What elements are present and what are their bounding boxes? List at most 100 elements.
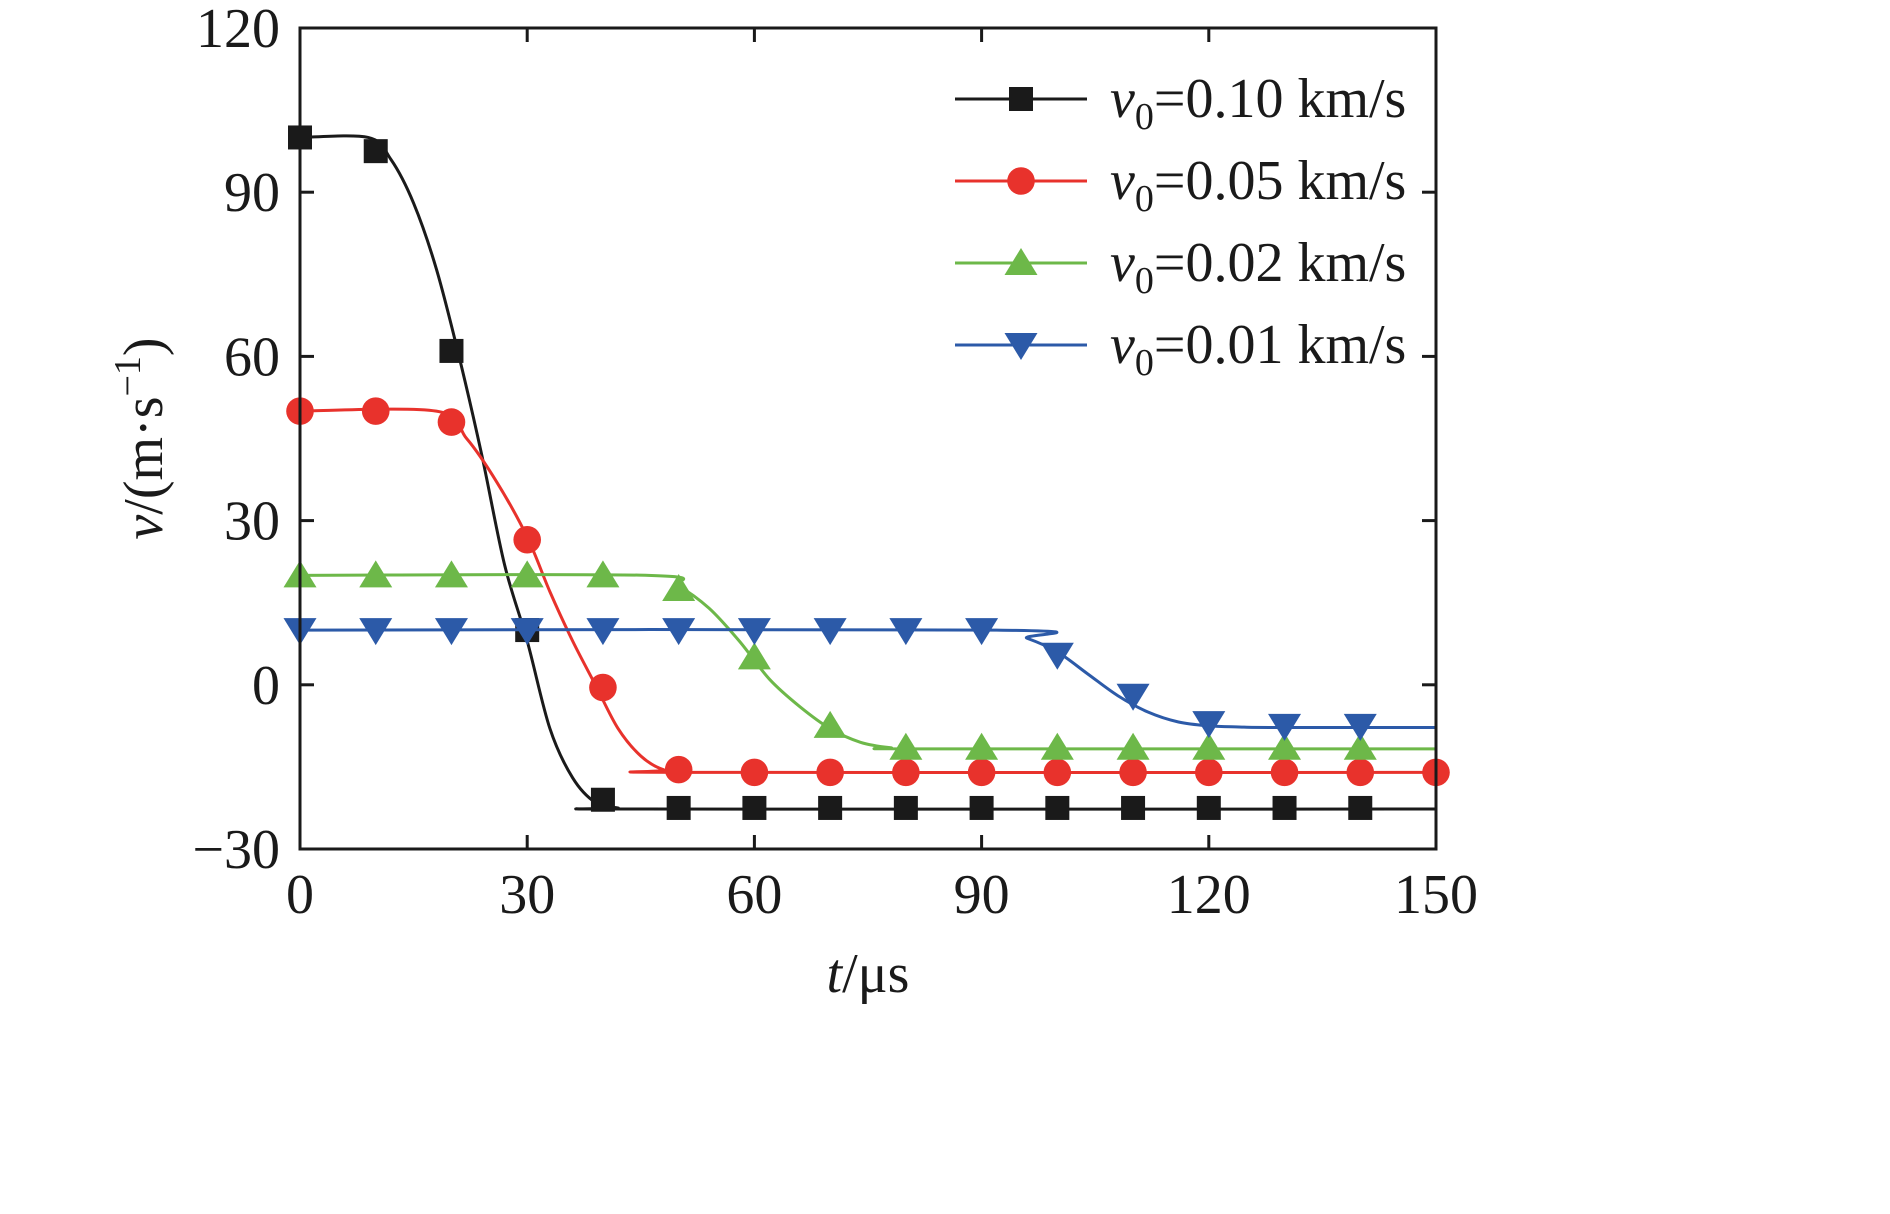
y-tick-label: 90 — [224, 162, 280, 224]
legend-marker — [1007, 167, 1035, 195]
series-1 — [286, 397, 1450, 787]
legend-item: v0=0.10 km/s — [955, 68, 1406, 138]
y-tick-label: −30 — [192, 819, 280, 881]
x-tick-label: 150 — [1394, 864, 1478, 926]
data-point — [662, 618, 696, 646]
data-point — [363, 139, 388, 164]
data-point — [662, 574, 696, 602]
data-point — [893, 795, 918, 820]
legend-value: =0.02 km/s — [1154, 232, 1407, 294]
legend-subscript: 0 — [1135, 260, 1154, 302]
data-point — [965, 732, 999, 760]
data-point — [737, 642, 771, 670]
data-point — [965, 618, 999, 646]
data-point — [740, 758, 769, 787]
series-line — [299, 627, 1437, 730]
series-2 — [283, 560, 1437, 760]
series-0 — [288, 125, 1437, 820]
legend-subscript: 0 — [1135, 96, 1154, 138]
data-point — [1040, 642, 1074, 670]
data-point — [737, 618, 771, 646]
data-point — [889, 732, 923, 760]
legend-label: v0=0.10 km/s — [1110, 68, 1406, 138]
plot-frame — [298, 26, 1438, 851]
x-axis-symbol: t — [827, 943, 844, 1005]
legend-symbol: v — [1110, 68, 1135, 130]
legend-marker — [1004, 248, 1038, 275]
legend-symbol: v — [1110, 150, 1135, 212]
legend-label: v0=0.05 km/s — [1110, 150, 1406, 220]
data-point — [434, 560, 468, 588]
x-tick-label: 90 — [954, 864, 1010, 926]
data-point — [889, 618, 923, 646]
data-point — [359, 618, 393, 646]
data-point — [1195, 758, 1223, 787]
data-point — [1343, 713, 1377, 741]
data-point — [1040, 732, 1074, 760]
data-point — [816, 758, 844, 787]
y-tick-label: 0 — [252, 655, 280, 717]
x-tick-label: 30 — [499, 864, 555, 926]
x-axis-unit: /μs — [842, 943, 909, 1005]
data-point — [1268, 713, 1302, 741]
legend-symbol: v — [1110, 232, 1135, 294]
legend-item: v0=0.02 km/s — [955, 232, 1406, 302]
data-point — [892, 758, 920, 787]
data-point — [361, 397, 390, 425]
y-tick-label: 60 — [224, 326, 280, 388]
data-point — [1192, 732, 1226, 760]
y-tick-label: 120 — [196, 0, 280, 60]
legend-label: v0=0.01 km/s — [1110, 314, 1406, 384]
data-point — [437, 408, 466, 436]
data-point — [1196, 795, 1221, 820]
data-point — [1272, 795, 1297, 820]
legend-subscript: 0 — [1135, 342, 1154, 384]
legend-value: =0.05 km/s — [1154, 150, 1407, 212]
data-point — [439, 338, 464, 363]
data-point — [510, 618, 544, 646]
x-axis-label: t/μs — [827, 943, 910, 1005]
data-point — [359, 560, 393, 588]
series-layer — [283, 125, 1450, 820]
data-point — [590, 787, 615, 812]
x-tick-label: 60 — [726, 864, 782, 926]
data-point — [813, 710, 847, 738]
data-point — [1343, 732, 1377, 760]
data-point — [1268, 732, 1302, 760]
data-point — [589, 673, 617, 702]
data-point — [666, 795, 691, 820]
data-point — [510, 560, 544, 588]
legend-label: v0=0.02 km/s — [1110, 232, 1406, 302]
data-point — [586, 618, 620, 646]
data-point — [742, 795, 767, 820]
legend-item: v0=0.01 km/s — [955, 314, 1406, 384]
y-tick-label: 30 — [224, 491, 280, 553]
data-point — [1119, 758, 1147, 787]
series-line — [299, 407, 1437, 775]
data-point — [1348, 795, 1373, 820]
legend-item: v0=0.05 km/s — [955, 150, 1406, 220]
data-point — [664, 755, 693, 784]
data-point — [1346, 758, 1375, 787]
data-point — [586, 560, 620, 588]
series-line — [299, 573, 1437, 751]
data-point — [434, 618, 468, 646]
data-point — [1116, 732, 1150, 760]
series-3 — [283, 618, 1437, 741]
data-point — [513, 525, 541, 554]
data-point — [1270, 758, 1299, 787]
legend-marker — [1009, 87, 1033, 111]
y-axis-unit-prefix: /(m·s — [113, 397, 175, 515]
data-point — [813, 618, 847, 646]
legend-value: =0.01 km/s — [1154, 314, 1407, 376]
legend-symbol: v — [1110, 314, 1135, 376]
data-point — [1116, 683, 1150, 711]
data-point — [818, 795, 843, 820]
legend-marker — [1004, 333, 1038, 360]
y-axis-unit-suffix: ) — [113, 337, 175, 356]
x-tick-label: 0 — [286, 864, 314, 926]
y-axis-label: v/(m·s−1) — [107, 337, 175, 539]
data-point — [1192, 711, 1226, 739]
